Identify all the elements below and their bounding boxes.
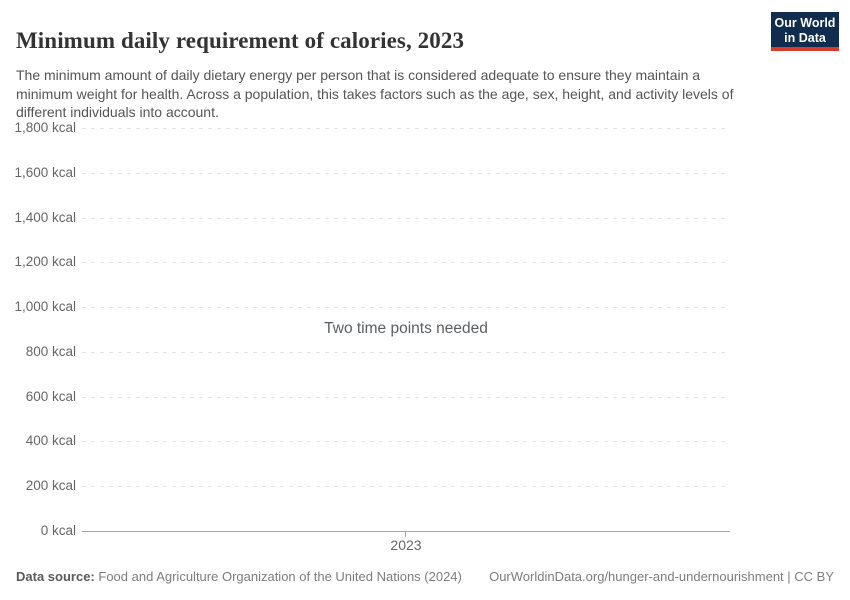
y-axis-tick-label: 0 kcal [40,523,76,538]
footer-datasource: Data source: Food and Agriculture Organi… [16,569,462,584]
y-axis-tick-label: 1,400 kcal [14,209,76,225]
gridline [82,128,730,129]
y-axis-tick-label: 800 kcal [25,343,76,359]
x-axis-line [82,531,730,532]
gridline [82,172,730,174]
x-axis-tick [405,531,406,537]
gridline [82,486,730,488]
owid-logo[interactable]: Our World in Data [771,12,839,51]
gridline [82,441,730,443]
footer-datasource-value: Food and Agriculture Organization of the… [98,569,462,584]
y-axis-tick-label: 1,800 kcal [14,120,76,135]
footer-citation-link[interactable]: OurWorldinData.org/hunger-and-undernouri… [489,569,834,584]
x-axis-tick-label: 2023 [390,537,422,553]
gridline [82,351,730,353]
y-axis-tick-label: 200 kcal [25,478,76,494]
gridline [82,262,730,264]
y-axis-tick-label: 1,000 kcal [14,299,76,315]
empty-state-message: Two time points needed [324,320,488,337]
y-axis-tick-label: 600 kcal [25,388,76,404]
y-axis-tick-label: 400 kcal [25,433,76,449]
gridline [82,396,730,398]
page-title: Minimum daily requirement of calories, 2… [16,28,465,54]
chart-subtitle: The minimum amount of daily dietary ener… [16,67,734,120]
y-axis-tick-label: 1,600 kcal [14,164,76,180]
gridline [82,217,730,219]
owid-logo-line1: Our World [774,16,836,30]
y-axis-tick-label: 1,200 kcal [14,254,76,270]
footer-datasource-label: Data source: [16,569,95,584]
gridline [82,307,730,309]
owid-logo-line2: in Data [784,31,826,45]
